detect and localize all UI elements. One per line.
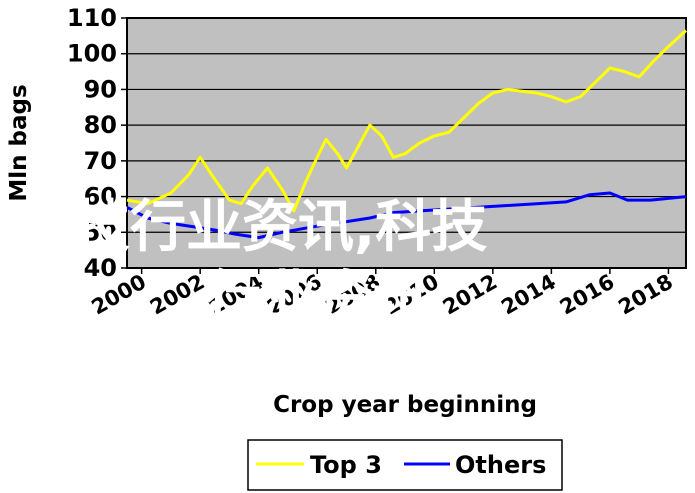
y-tick-label-100: 100	[67, 40, 117, 68]
legend-label-others: Others	[455, 451, 546, 479]
plot-area	[126, 17, 687, 269]
y-tick-label-70: 70	[84, 147, 117, 175]
y-tick-label-110: 110	[67, 4, 117, 32]
x-tick-label-2012: 2012	[439, 270, 502, 320]
y-tick-label-90: 90	[84, 75, 117, 103]
x-axis-title: Crop year beginning	[273, 392, 537, 418]
x-tick-label-2002: 2002	[146, 270, 209, 320]
x-tick-label-2016: 2016	[556, 270, 619, 320]
overlay-text-line1: 科技行业资讯,科技	[18, 195, 487, 260]
overlay-text-line2: 行业资讯	[205, 265, 429, 330]
y-tick-label-40: 40	[84, 254, 117, 282]
series-lines	[126, 29, 688, 240]
x-tick-label-2018: 2018	[614, 270, 677, 320]
y-axis-title: Mln bags	[6, 84, 32, 201]
y-tick-label-80: 80	[84, 111, 117, 139]
series-line-others	[126, 191, 687, 240]
legend-label-top-3: Top 3	[310, 451, 382, 479]
x-tick-label-2014: 2014	[497, 270, 560, 320]
legend: Top 3 Others	[247, 439, 563, 491]
y-tick-label-50: 50	[84, 218, 117, 246]
y-tick-label-60: 60	[84, 183, 117, 211]
series-line-top-3	[126, 29, 688, 213]
y-axis-ticks: 40 50 60 70 80 90 100 110	[67, 4, 127, 282]
